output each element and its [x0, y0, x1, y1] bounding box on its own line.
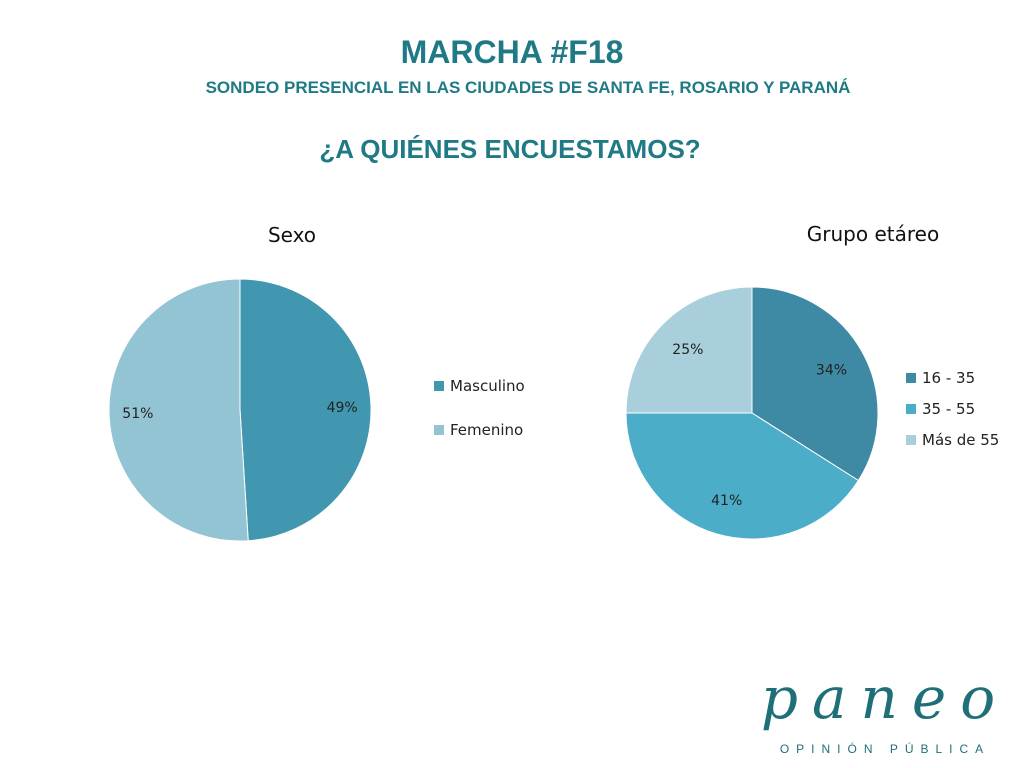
legend-label-mas-de-55: Más de 55 — [922, 431, 999, 449]
pie-grupo-etareo: 34% 41% 25% — [625, 286, 879, 540]
data-label-16-35: 34% — [816, 362, 847, 378]
pie-slice-35-55 — [625, 412, 860, 540]
legend-swatch-masculino — [434, 381, 444, 391]
chart-title-grupo-etareo: Grupo etáreo — [807, 222, 939, 246]
chart-title-sexo: Sexo — [268, 223, 316, 247]
pie-slice-masculino — [239, 278, 372, 542]
pie-slice-16-35 — [751, 286, 879, 482]
logo-tagline: OPINIÓN PÚBLICA — [779, 742, 991, 756]
legend-swatch-femenino — [434, 425, 444, 435]
data-label-femenino: 51% — [122, 406, 153, 422]
legend-label-35-55: 35 - 55 — [922, 400, 975, 418]
page-subtitle: SONDEO PRESENCIAL EN LAS CIUDADES DE SAN… — [205, 78, 851, 97]
legend-grupo-etareo: 16 - 35 35 - 55 Más de 55 — [906, 369, 999, 449]
legend-sexo: Masculino Femenino — [434, 377, 525, 439]
logo-wordmark: paneo — [760, 664, 1010, 732]
pie-slice-femenino — [108, 278, 249, 542]
data-label-mas-de-55: 25% — [672, 342, 703, 358]
pie-slice-mas-de-55 — [625, 286, 753, 414]
section-question: ¿A QUIÉNES ENCUESTAMOS? — [319, 134, 701, 164]
page-title: MARCHA #F18 — [400, 34, 624, 70]
chart-sexo: Sexo 49% 51% Masculino Femenino — [108, 223, 525, 542]
legend-swatch-16-35 — [906, 373, 916, 383]
legend-label-femenino: Femenino — [450, 421, 523, 439]
paneo-logo: paneo OPINIÓN PÚBLICA — [760, 668, 1010, 758]
data-label-masculino: 49% — [327, 400, 358, 416]
legend-swatch-mas-de-55 — [906, 435, 916, 445]
legend-label-masculino: Masculino — [450, 377, 525, 395]
data-label-35-55: 41% — [711, 493, 742, 509]
pie-sexo: 49% 51% — [108, 278, 372, 542]
legend-swatch-35-55 — [906, 404, 916, 414]
legend-label-16-35: 16 - 35 — [922, 369, 975, 387]
chart-grupo-etareo: Grupo etáreo 34% 41% 25% 16 - 35 35 - 55 Más… — [625, 222, 999, 540]
